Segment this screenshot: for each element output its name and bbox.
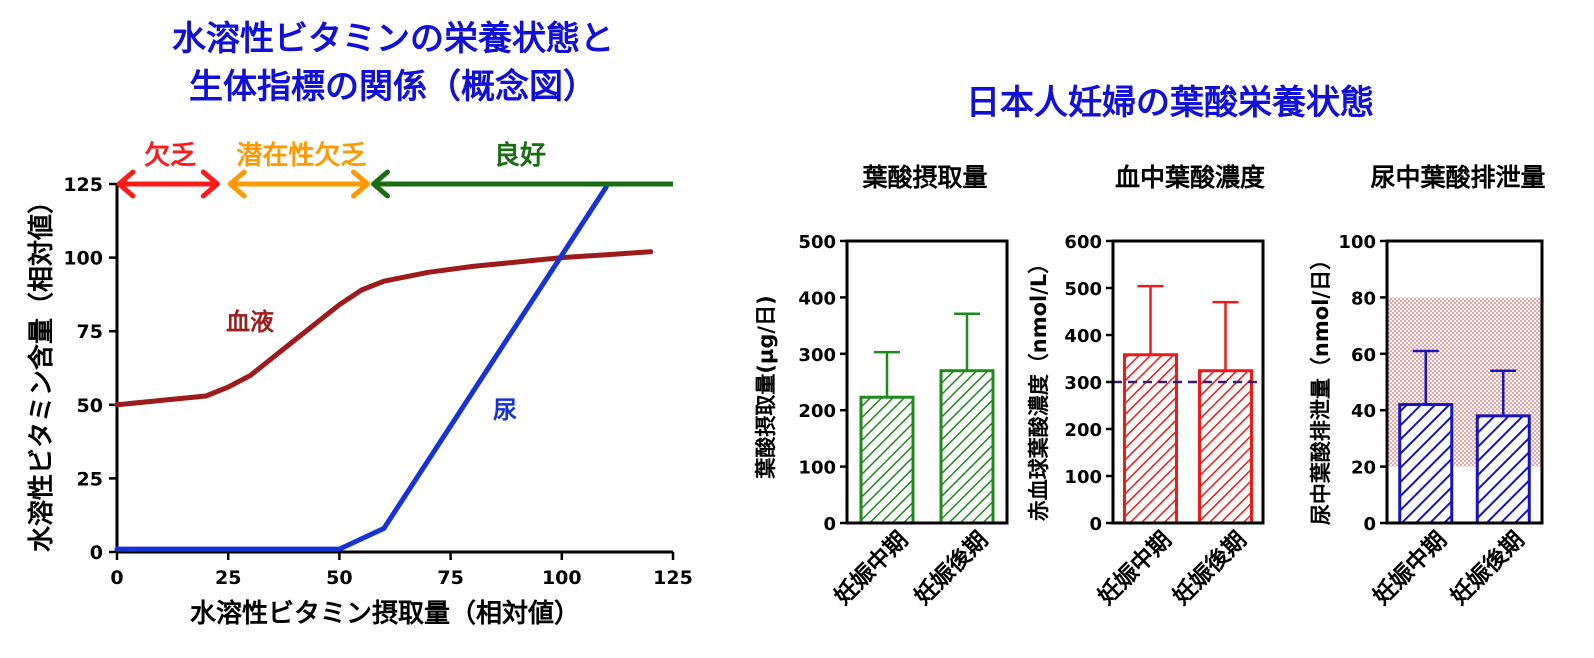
urine-plot-frame (1385, 239, 1544, 525)
y-tick-label: 0 (90, 542, 103, 564)
deficiency-label: 欠乏 (144, 140, 196, 171)
intake-y-tick-label: 0 (823, 514, 836, 535)
urine-y-tick-label: 80 (1351, 288, 1376, 309)
urine-category-label: 妊娠後期 (1445, 526, 1529, 610)
blood-y-tick-label: 200 (1064, 420, 1102, 441)
latent-deficiency-left-arrowhead (227, 169, 247, 199)
x-tick-label: 25 (215, 567, 241, 589)
blood-y-axis-label: 赤血球葉酸濃度（nmol/L） (1027, 253, 1051, 522)
intake-y-tick-label: 300 (798, 345, 836, 366)
blood-bar (1123, 353, 1178, 525)
blood-y-tick-label: 100 (1064, 467, 1102, 488)
urine-y-tick-label: 20 (1351, 458, 1376, 479)
x-tick-label: 0 (110, 567, 123, 589)
blood-y-tick-label: 400 (1064, 326, 1102, 347)
latent-deficiency-right-arrowhead (351, 169, 371, 199)
urine-panel-title: 尿中葉酸排泄量 (1370, 163, 1545, 192)
x-tick-label: 75 (437, 567, 463, 589)
intake-y-tick-label: 500 (798, 232, 836, 253)
blood-bar (1198, 369, 1253, 525)
intake-y-tick-label: 400 (798, 288, 836, 309)
blood-y-tick-label: 300 (1064, 373, 1102, 394)
intake-bar (859, 395, 915, 525)
intake-category-label: 妊娠後期 (909, 526, 993, 610)
y-tick-label: 25 (77, 468, 103, 490)
latent-deficiency-label: 潜在性欠乏 (236, 140, 366, 171)
x-tick-label: 125 (653, 567, 693, 589)
good-label: 良好 (494, 140, 546, 171)
blood-y-tick-label: 0 (1089, 514, 1102, 535)
blood-y-tick-label: 500 (1064, 279, 1102, 300)
urine-series-line (114, 184, 609, 552)
right-title: 日本人妊婦の葉酸栄養状態 (966, 83, 1374, 123)
blood-category-label: 妊娠後期 (1168, 526, 1252, 610)
urine-category-label: 妊娠中期 (1369, 527, 1452, 610)
y-tick-label: 50 (77, 395, 103, 417)
urine-y-axis-label: 尿中葉酸排泄量（nmol/日） (1309, 249, 1333, 525)
deficiency-left-arrowhead (116, 169, 136, 199)
concept-line-chart: 0 25 50 75 100 125 0 25 50 75 100 125 水溶性ビタミン摂取量（相対値… (26, 140, 693, 629)
urine-y-tick-label: 60 (1351, 345, 1376, 366)
y-axis-label: 水溶性ビタミン含量（相対値） (26, 188, 57, 552)
x-tick-label: 50 (326, 567, 352, 589)
y-tick-label: 75 (77, 321, 103, 343)
blood-series-line (114, 249, 654, 408)
urine-bar (1398, 403, 1454, 525)
urine-series-label: 尿 (493, 396, 517, 424)
intake-y-tick-label: 200 (798, 401, 836, 422)
intake-y-tick-label: 100 (798, 458, 836, 479)
y-tick-label: 100 (63, 248, 103, 270)
urine-y-tick-label: 0 (1363, 514, 1376, 535)
blood-category-label: 妊娠中期 (1093, 527, 1176, 610)
blood-panel-title: 血中葉酸濃度 (1115, 163, 1265, 192)
intake-bar (939, 369, 995, 525)
intake-category-label: 妊娠中期 (830, 527, 913, 610)
x-axis-label: 水溶性ビタミン摂取量（相対値） (190, 598, 580, 629)
blood-series-label: 血液 (226, 308, 274, 336)
y-tick-label: 125 (63, 174, 103, 196)
left-title-line1: 水溶性ビタミンの栄養状態と (172, 19, 614, 59)
good-left-arrowhead (371, 169, 391, 199)
urine-y-tick-label: 40 (1351, 401, 1376, 422)
deficiency-right-arrowhead (200, 169, 220, 199)
intake-plot-frame (845, 239, 1009, 525)
blood-y-tick-label: 600 (1064, 232, 1102, 253)
intake-y-axis-label: 葉酸摂取量(µg/日) (754, 295, 778, 479)
intake-panel-title: 葉酸摂取量 (861, 163, 987, 192)
x-tick-label: 100 (542, 567, 582, 589)
urine-y-tick-label: 100 (1338, 232, 1376, 253)
urine-bar (1475, 414, 1531, 525)
left-title-line2: 生体指標の関係（概念図） (189, 67, 597, 107)
